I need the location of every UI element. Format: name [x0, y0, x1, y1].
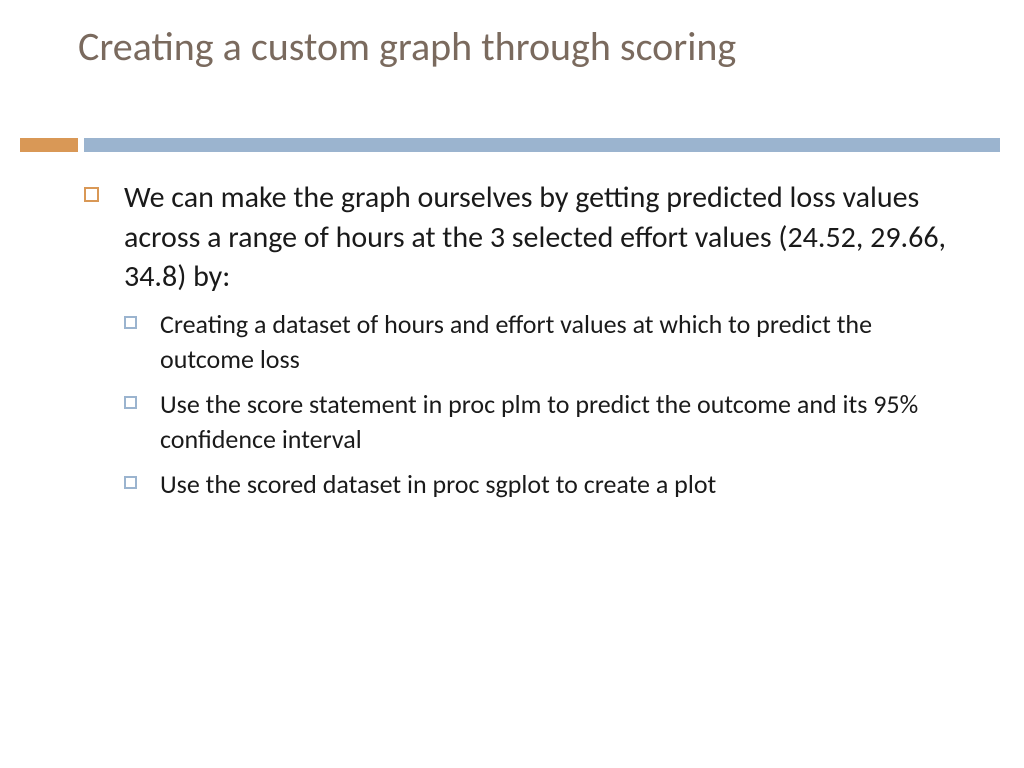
bullet-level1: We can make the graph ourselves by getti…: [84, 178, 964, 297]
square-bullet-icon: [124, 396, 137, 409]
bullet-text: We can make the graph ourselves by getti…: [124, 179, 946, 295]
slide-title: Creating a custom graph through scoring: [78, 22, 958, 72]
slide-body: We can make the graph ourselves by getti…: [84, 178, 964, 502]
square-bullet-icon: [124, 476, 137, 489]
bullet-text: Creating a dataset of hours and effort v…: [160, 308, 872, 375]
divider-orange-segment: [20, 138, 78, 152]
slide: Creating a custom graph through scoring …: [0, 0, 1024, 768]
divider-blue-segment: [84, 138, 1000, 152]
square-bullet-icon: [84, 187, 99, 202]
bullet-text: Use the score statement in proc plm to p…: [160, 388, 918, 455]
square-bullet-icon: [124, 316, 137, 329]
bullet-level2: Use the score statement in proc plm to p…: [124, 387, 964, 457]
bullet-level2: Use the scored dataset in proc sgplot to…: [124, 467, 964, 502]
divider-bar: [0, 138, 1024, 152]
bullet-level2: Creating a dataset of hours and effort v…: [124, 307, 964, 377]
bullet-text: Use the scored dataset in proc sgplot to…: [160, 468, 716, 500]
